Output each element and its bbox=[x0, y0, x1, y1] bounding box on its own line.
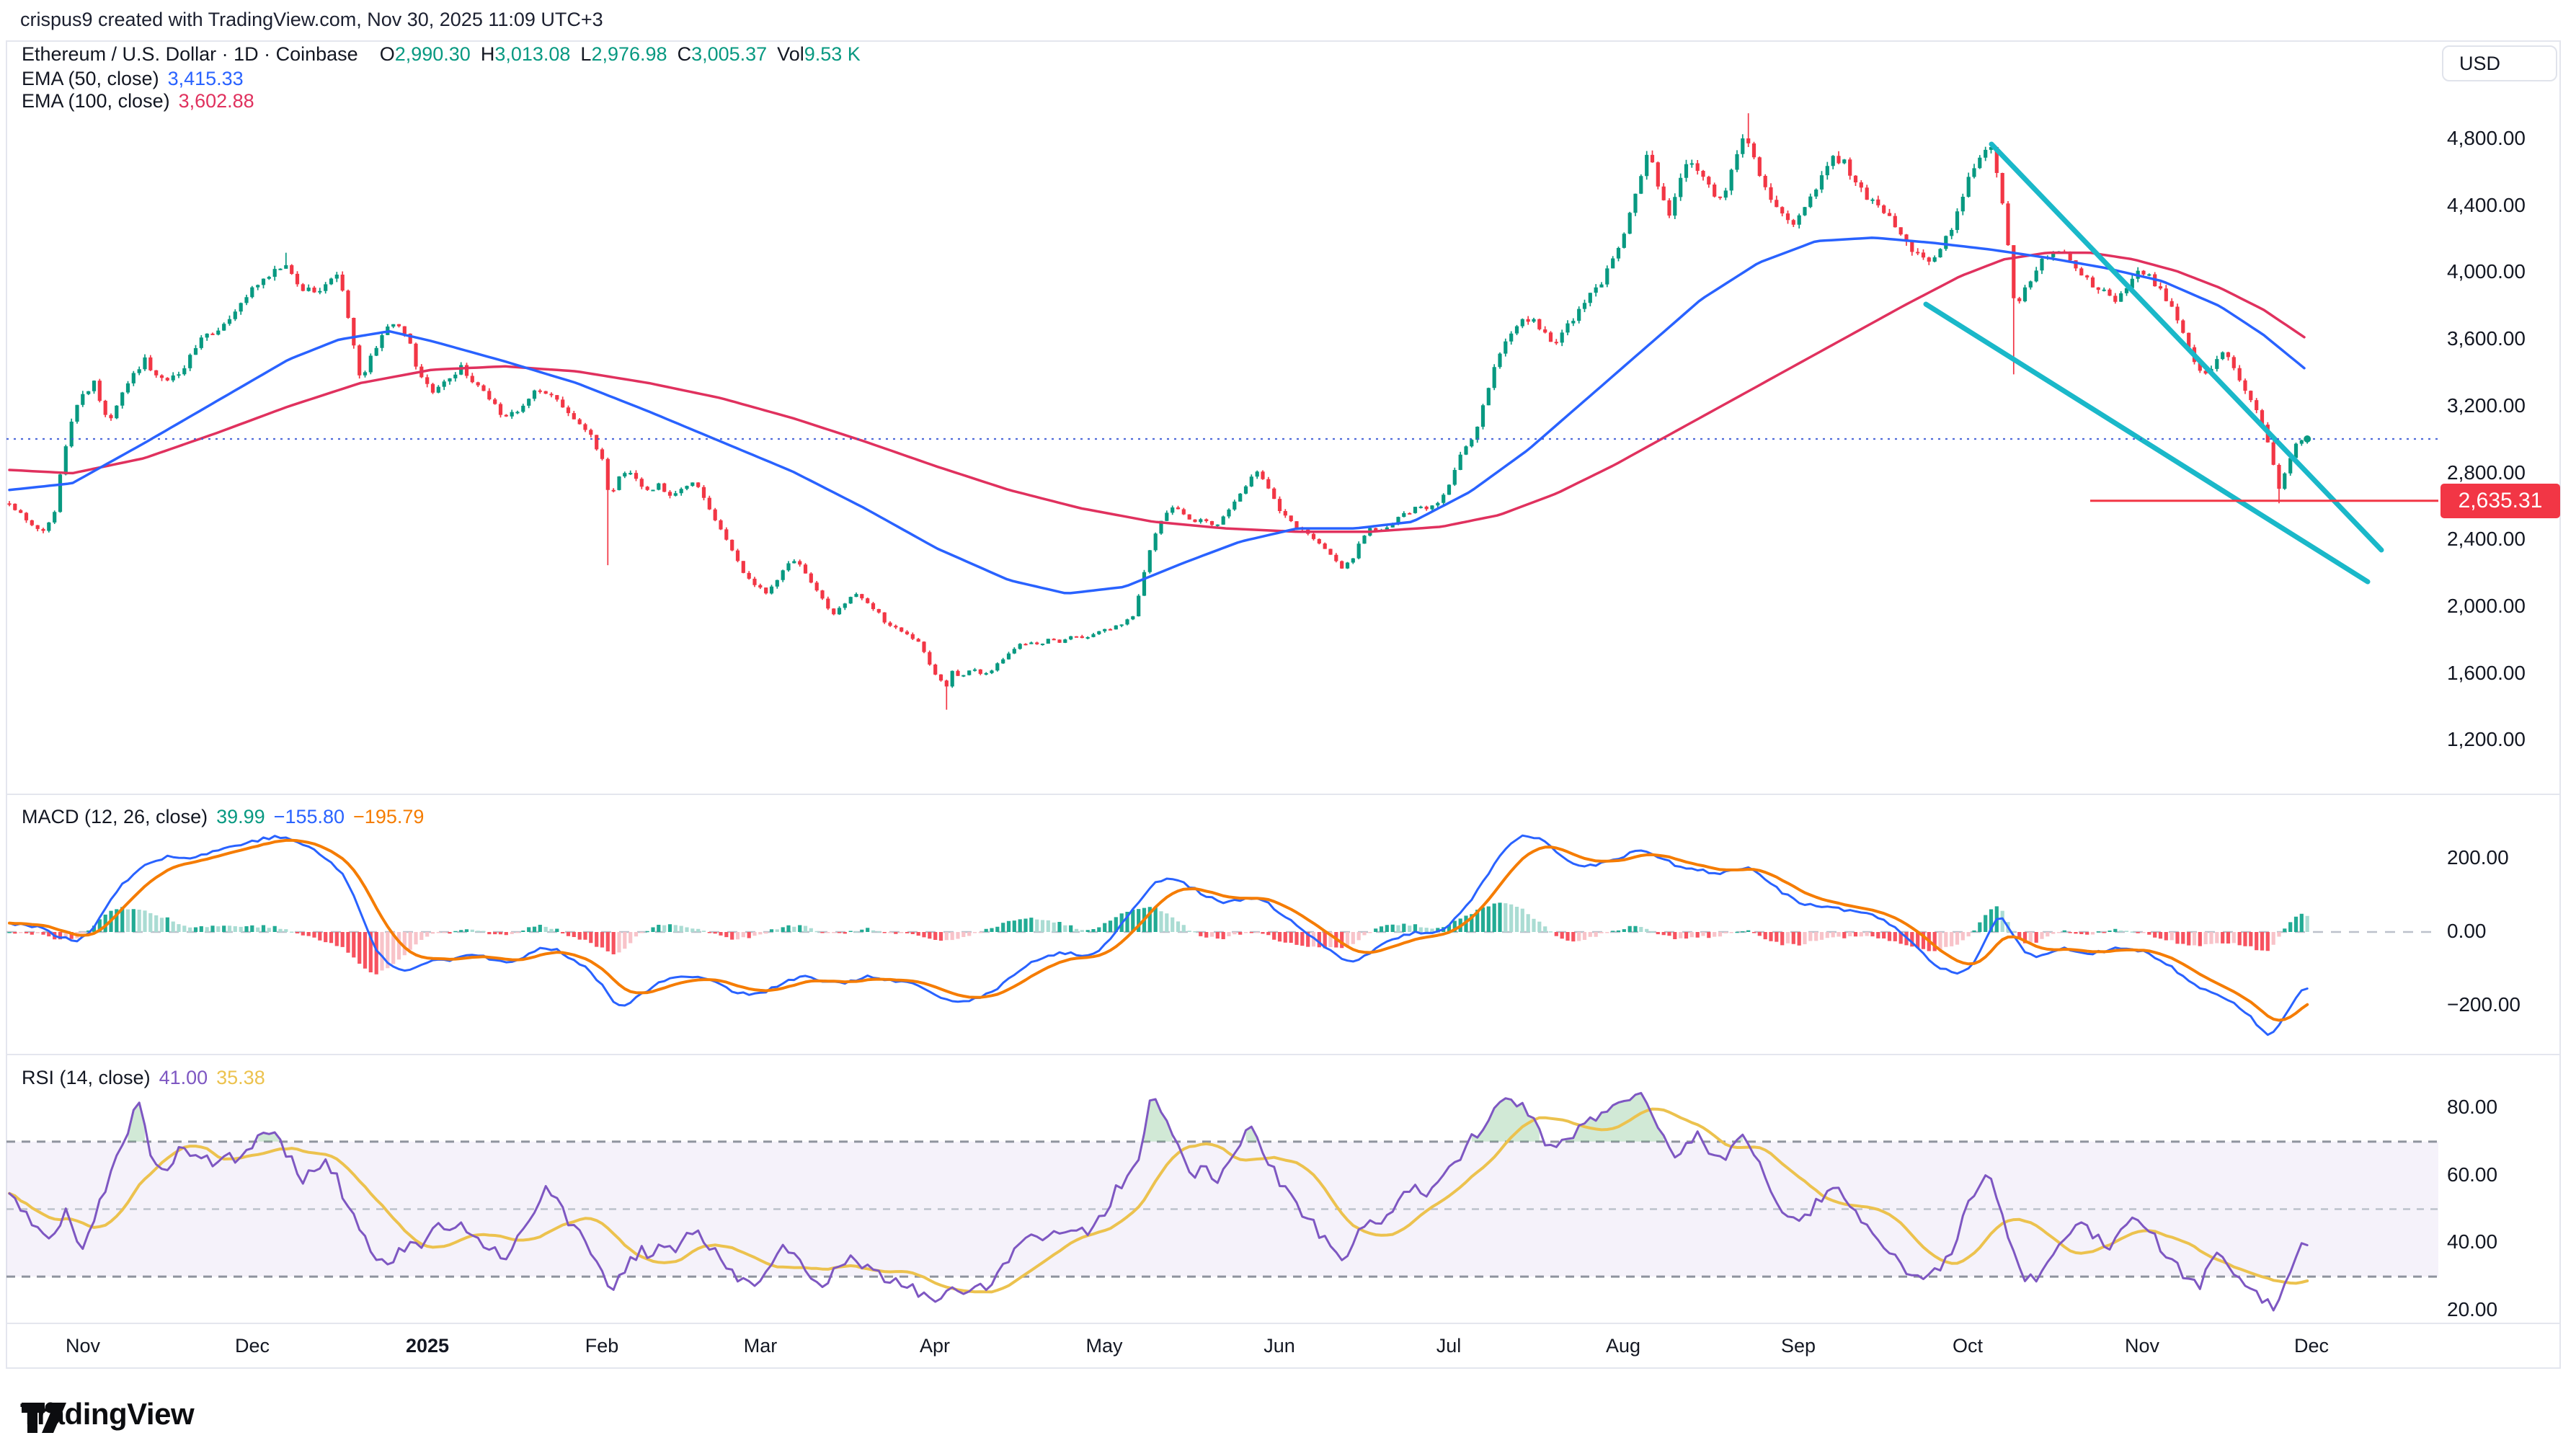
time-axis-label: Oct bbox=[1952, 1335, 1984, 1357]
rsi-tick-label: 60.00 bbox=[2447, 1163, 2498, 1186]
last-price-marker bbox=[2304, 435, 2311, 443]
low-value: 2,976.98 bbox=[591, 43, 667, 65]
candle-bodies-up bbox=[47, 138, 2309, 687]
last-price-tag: 2,635.31 bbox=[2440, 483, 2560, 518]
time-axis-label: Jun bbox=[1263, 1335, 1295, 1357]
rsi-legend[interactable]: RSI (14, close) 41.00 35.38 bbox=[22, 1067, 265, 1088]
rsi-ma-value: 35.38 bbox=[216, 1067, 265, 1088]
macd-tick-label: 200.00 bbox=[2447, 846, 2509, 869]
attribution-text: crispus9 created with TradingView.com, N… bbox=[20, 9, 603, 30]
macd-hist-value: 39.99 bbox=[216, 806, 265, 827]
rsi-tick-label: 80.00 bbox=[2447, 1096, 2498, 1118]
tradingview-logo-icon bbox=[22, 1402, 66, 1433]
ema50-legend[interactable]: EMA (50, close) 3,415.33 bbox=[22, 68, 244, 89]
symbol-title: Ethereum / U.S. Dollar · 1D · Coinbase bbox=[22, 43, 358, 65]
macd-line-value: −155.80 bbox=[273, 806, 345, 827]
macd-signal-line bbox=[8, 838, 2309, 1022]
candle-wicks-down bbox=[9, 113, 2280, 710]
macd-histogram-pos-weak bbox=[125, 903, 2309, 933]
time-axis-label: Dec bbox=[234, 1335, 270, 1357]
time-axis-label: Nov bbox=[65, 1335, 101, 1357]
ohlc-values: O2,990.30 H3,013.08 L2,976.98 C3,005.37 … bbox=[379, 43, 861, 65]
rsi-overbought-fill bbox=[128, 1093, 1743, 1142]
currency-button[interactable]: USD bbox=[2442, 45, 2557, 81]
time-axis-label: Feb bbox=[585, 1335, 619, 1357]
trendline-1[interactable] bbox=[1989, 141, 2384, 553]
price-tick-label: 2,000.00 bbox=[2447, 595, 2526, 618]
time-axis-label: Dec bbox=[2293, 1335, 2329, 1357]
macd-signal-value: −195.79 bbox=[353, 806, 425, 827]
open-value: 2,990.30 bbox=[394, 43, 471, 65]
price-tick-label: 2,800.00 bbox=[2447, 461, 2526, 484]
ema100-line bbox=[8, 251, 2306, 533]
ema100-legend[interactable]: EMA (100, close) 3,602.88 bbox=[22, 90, 254, 112]
macd-histogram-neg bbox=[13, 932, 2270, 975]
rsi-value: 41.00 bbox=[159, 1067, 208, 1088]
rsi-tick-label: 20.00 bbox=[2447, 1297, 2498, 1320]
tradingview-logo[interactable]: TradingView bbox=[20, 1397, 195, 1433]
price-tick-label: 3,600.00 bbox=[2447, 327, 2526, 350]
time-axis-label: Jul bbox=[1436, 1335, 1462, 1357]
rsi-ma-line bbox=[8, 1107, 2309, 1294]
price-tick-label: 4,000.00 bbox=[2447, 260, 2526, 283]
time-axis-label: Mar bbox=[743, 1335, 778, 1357]
price-tick-label: 4,800.00 bbox=[2447, 127, 2526, 149]
time-axis-label: 2025 bbox=[405, 1335, 450, 1357]
time-axis-label: Nov bbox=[2124, 1335, 2160, 1357]
time-axis-label: Aug bbox=[1605, 1335, 1641, 1357]
rsi-band bbox=[6, 1141, 2438, 1277]
price-tick-label: 3,200.00 bbox=[2447, 394, 2526, 417]
rsi-line bbox=[8, 1091, 2309, 1312]
price-tick-label: 4,400.00 bbox=[2447, 193, 2526, 216]
time-axis-label: Sep bbox=[1780, 1335, 1816, 1357]
ema100-value: 3,602.88 bbox=[178, 90, 254, 112]
macd-tick-label: 0.00 bbox=[2447, 920, 2487, 942]
high-value: 3,013.08 bbox=[494, 43, 571, 65]
candle-wicks-up bbox=[48, 134, 2309, 688]
macd-tick-label: −200.00 bbox=[2447, 993, 2521, 1016]
price-tick-label: 1,200.00 bbox=[2447, 728, 2526, 751]
close-value: 3,005.37 bbox=[691, 43, 768, 65]
time-axis-label: May bbox=[1085, 1335, 1123, 1357]
symbol-legend[interactable]: Ethereum / U.S. Dollar · 1D · Coinbase O… bbox=[22, 43, 861, 66]
price-tick-label: 2,400.00 bbox=[2447, 528, 2526, 551]
rsi-tick-label: 40.00 bbox=[2447, 1230, 2498, 1253]
trendline-2[interactable] bbox=[1923, 301, 2371, 585]
macd-histogram-pos bbox=[7, 902, 2304, 933]
price-tick-label: 1,600.00 bbox=[2447, 661, 2526, 684]
ema50-line bbox=[8, 236, 2306, 595]
macd-line bbox=[8, 834, 2309, 1036]
candle-bodies-down bbox=[7, 138, 2281, 687]
macd-legend[interactable]: MACD (12, 26, close) 39.99 −155.80 −195.… bbox=[22, 806, 425, 827]
volume-value: 9.53 K bbox=[804, 43, 861, 65]
time-axis-label: Apr bbox=[919, 1335, 951, 1357]
ema50-value: 3,415.33 bbox=[167, 68, 244, 89]
